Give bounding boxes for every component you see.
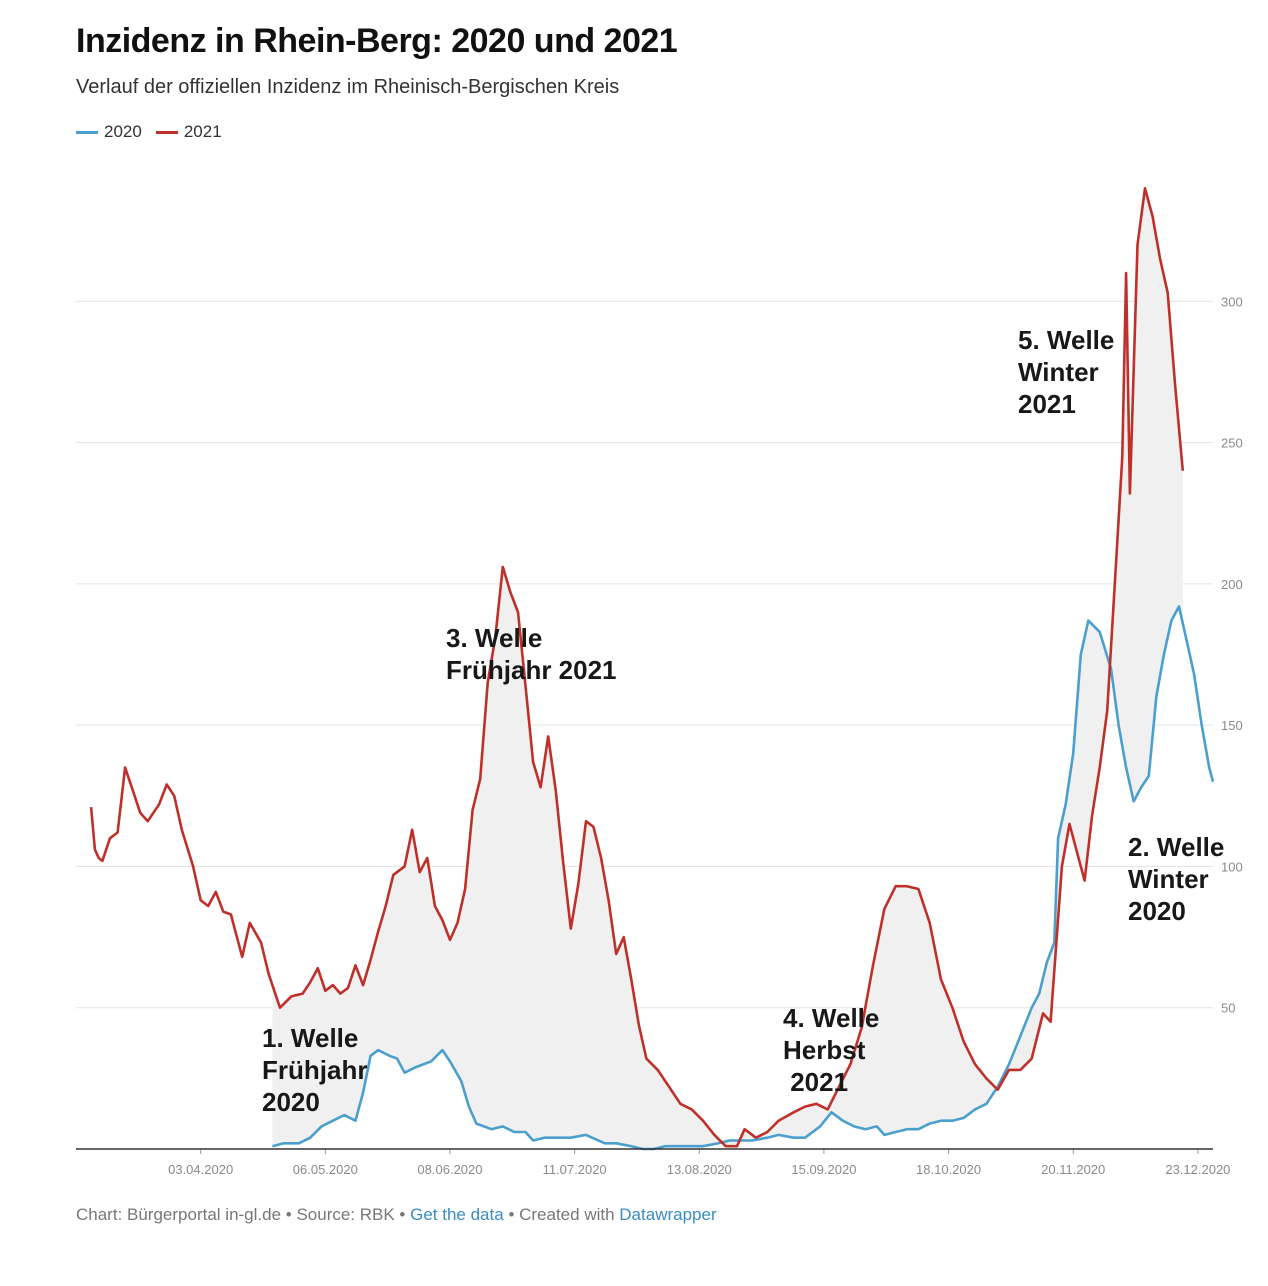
chart-subtitle: Verlauf der offiziellen Inzidenz im Rhei… [76,76,620,98]
x-tick-label: 03.04.2020 [168,1162,233,1177]
x-tick-label: 13.08.2020 [667,1162,732,1177]
difference-area [272,188,1183,1150]
footer-created-with: • Created with [508,1205,615,1224]
get-data-link[interactable]: Get the data [410,1205,504,1224]
series-line-2021 [89,187,1185,1148]
y-tick-label: 300 [1221,294,1243,309]
annotation-line: Frühjahr [262,1055,367,1085]
datawrapper-link[interactable]: Datawrapper [619,1205,717,1224]
series-line-2020 [272,605,1215,1151]
legend-label-2020: 2020 [104,122,142,141]
x-tick-label: 06.05.2020 [293,1162,358,1177]
annotation-line: Herbst [783,1035,866,1065]
x-tick-label: 18.10.2020 [916,1162,981,1177]
annotation-line: 2021 [1018,389,1076,419]
x-tick-label: 20.11.2020 [1041,1162,1105,1177]
annotation-wave: 5. Welle Winter 2021 [1018,325,1114,419]
annotation-line: 3. Welle [446,623,542,653]
annotation-line: 2. Welle [1128,832,1224,862]
y-tick-label: 250 [1221,436,1243,451]
annotation-line: 2020 [262,1087,320,1117]
chart-title: Inzidenz in Rhein-Berg: 2020 und 2021 [76,22,678,60]
x-axis-labels: 03.04.2020 06.05.2020 08.06.2020 11.07.2020… [168,1149,1230,1177]
annotation-wave: 3. Welle Frühjahr 2021 [446,623,617,685]
annotation-line: 4. Welle [783,1003,879,1033]
area-between-series [272,188,1183,1150]
annotation-wave: 1. Welle Frühjahr 2020 [262,1023,367,1117]
annotation-line: Frühjahr 2021 [446,655,617,685]
series-lines [89,187,1215,1151]
annotation-wave: 4. Welle Herbst 2021 [783,1003,879,1097]
annotation-line: 2021 [783,1067,848,1097]
x-tick-label: 08.06.2020 [417,1162,482,1177]
legend-swatch-2020 [76,130,98,134]
annotation-line: Winter [1128,864,1209,894]
footer-credit: Chart: Bürgerportal in-gl.de • Source: R… [76,1205,406,1224]
line-chart: 50 100 150 200 250 300 03.04.2020 06.05.2020 08… [76,187,1243,1177]
x-tick-label: 15.09.2020 [791,1162,856,1177]
legend: 2020 2021 [76,122,222,142]
footer: Chart: Bürgerportal in-gl.de • Source: R… [76,1205,717,1225]
y-axis-labels: 50 100 150 200 250 300 [1221,294,1243,1015]
y-tick-label: 100 [1221,859,1243,874]
gridlines [76,300,1213,1009]
legend-item-2021: 2021 [155,122,222,142]
annotation-line: 1. Welle [262,1023,358,1053]
annotation-line: Winter [1018,357,1099,387]
legend-swatch-2021 [155,130,178,134]
legend-label-2021: 2021 [183,122,222,141]
annotation-line: 2020 [1128,896,1186,926]
x-tick-label: 11.07.2020 [543,1162,607,1177]
y-tick-label: 50 [1221,1001,1235,1016]
x-tick-label: 23.12.2020 [1165,1162,1230,1177]
y-tick-label: 200 [1221,577,1243,592]
annotation-line: 5. Welle [1018,325,1114,355]
legend-item-2020: 2020 [76,122,142,142]
annotation-wave: 2. Welle Winter 2020 [1128,832,1224,926]
y-tick-label: 150 [1221,718,1243,733]
